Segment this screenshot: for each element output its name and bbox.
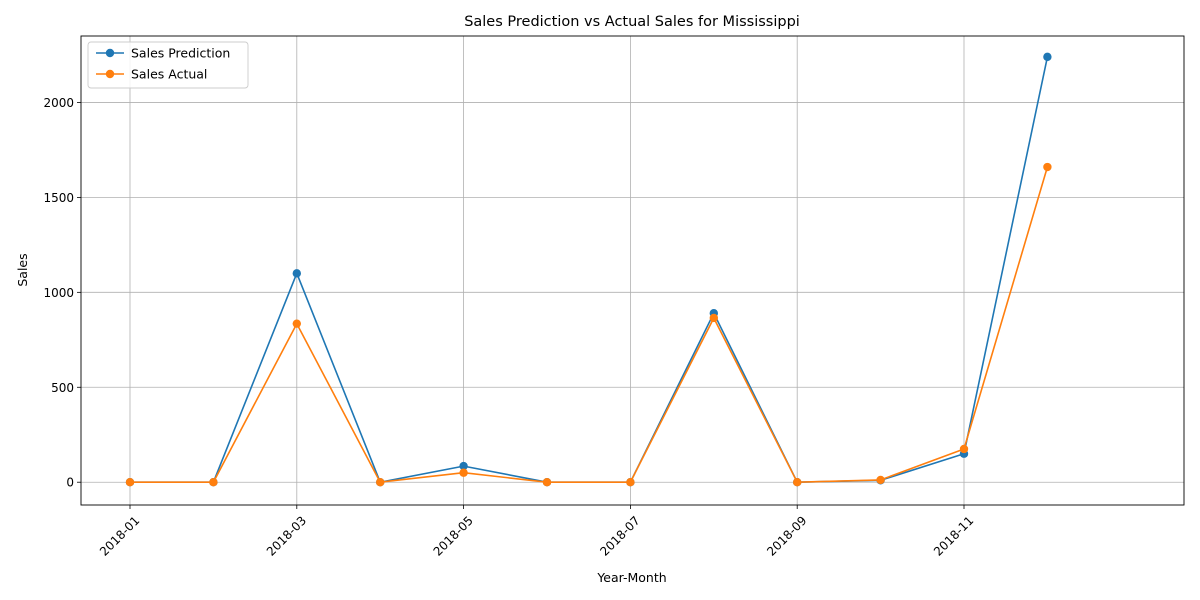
y-tick-label: 1000 bbox=[43, 286, 74, 300]
y-tick-label: 2000 bbox=[43, 96, 74, 110]
data-point bbox=[959, 444, 969, 454]
x-axis-label: Year-Month bbox=[596, 570, 666, 585]
x-tick-label: 2018-07 bbox=[597, 513, 642, 558]
data-point bbox=[459, 461, 468, 471]
data-point bbox=[542, 478, 552, 487]
data-point bbox=[1043, 162, 1052, 172]
grid-lines bbox=[81, 36, 1184, 505]
data-point bbox=[793, 478, 802, 487]
series-sales-actual bbox=[125, 162, 1052, 487]
x-tick-label: 2018-09 bbox=[764, 513, 809, 558]
x-tick-label: 2018-03 bbox=[264, 513, 309, 558]
legend-swatch-marker bbox=[105, 48, 115, 58]
x-tick-label: 2018-01 bbox=[97, 513, 142, 558]
plot-frame bbox=[80, 35, 1185, 506]
data-point bbox=[292, 319, 301, 328]
chart-title: Sales Prediction vs Actual Sales for Mis… bbox=[464, 14, 800, 30]
data-point bbox=[459, 468, 468, 477]
y-axis-label: Sales bbox=[15, 253, 30, 286]
legend: Sales Prediction Sales Actual bbox=[87, 41, 249, 89]
data-point bbox=[876, 475, 885, 485]
data-point bbox=[626, 478, 635, 487]
x-tick-label: 2018-11 bbox=[931, 513, 976, 558]
legend-entry-label: Sales Prediction bbox=[131, 46, 230, 61]
legend-entry-label: Sales Actual bbox=[131, 67, 207, 82]
data-point bbox=[292, 269, 301, 278]
y-tick-label: 500 bbox=[51, 381, 74, 395]
legend-box bbox=[87, 41, 249, 89]
series-sales-prediction bbox=[125, 52, 1052, 487]
y-tick-label: 1500 bbox=[43, 191, 74, 205]
data-point bbox=[376, 478, 385, 487]
data-point bbox=[209, 478, 218, 487]
data-point bbox=[709, 313, 718, 323]
series-line bbox=[130, 56, 1049, 484]
x-tick-label: 2018-05 bbox=[431, 513, 476, 558]
axis-ticks: 2018-01 2018-03 2018-05 2018-07 2018-09 2018-… bbox=[43, 96, 976, 559]
series-line bbox=[130, 166, 1049, 484]
data-point bbox=[125, 478, 135, 487]
series-group bbox=[125, 52, 1052, 487]
legend-swatch-marker bbox=[105, 69, 115, 79]
y-tick-label: 0 bbox=[66, 476, 74, 490]
data-point bbox=[1043, 52, 1052, 62]
